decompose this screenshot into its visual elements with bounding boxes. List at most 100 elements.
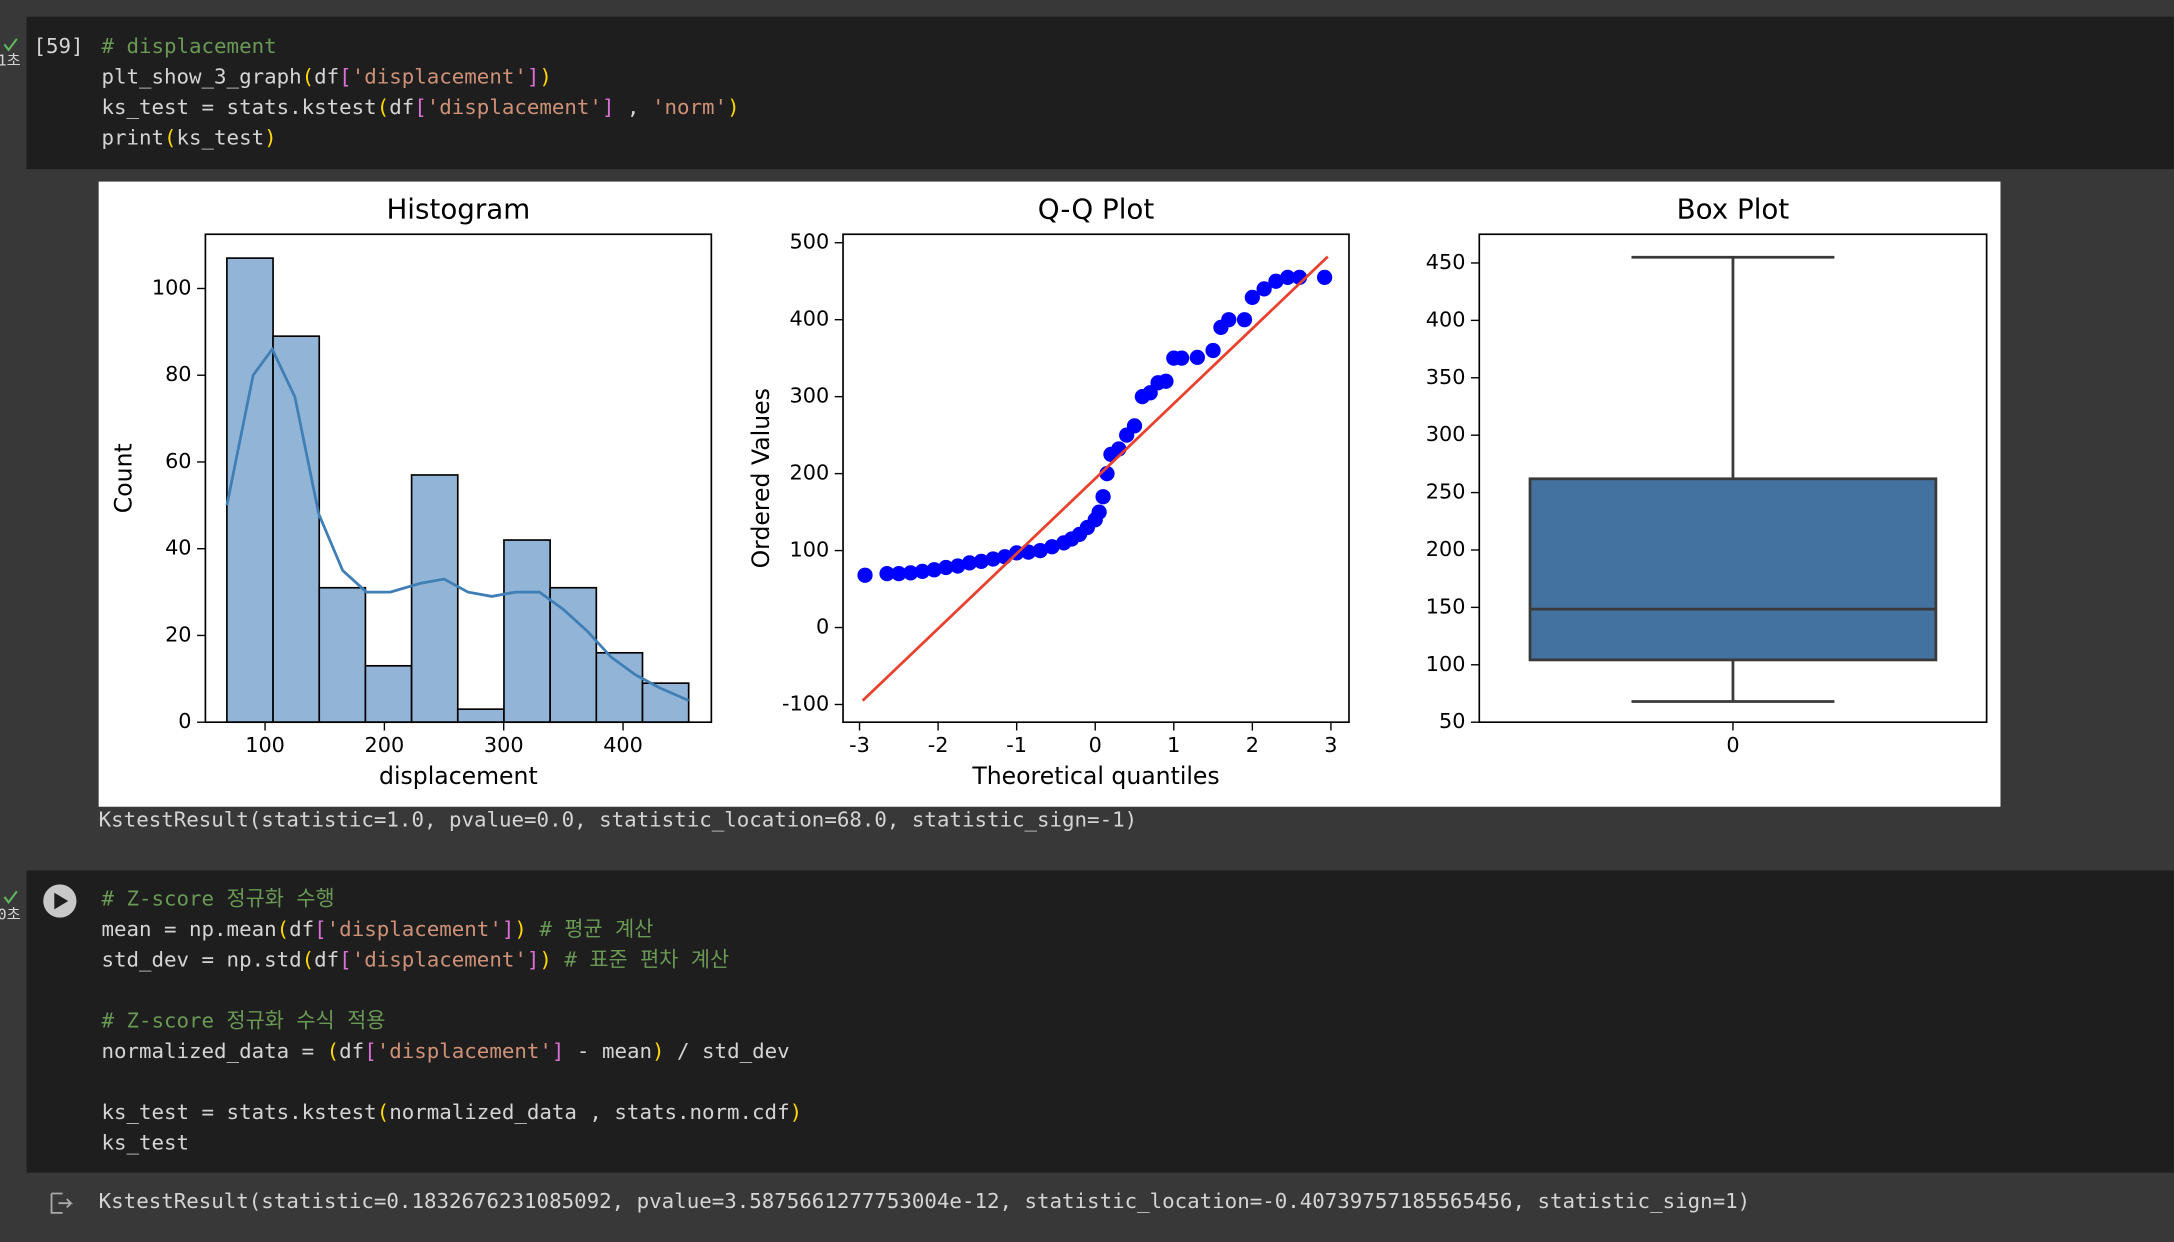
point bbox=[1189, 349, 1205, 366]
code-line: std_dev = np.std(df['displacement']) # 표… bbox=[101, 948, 729, 972]
point bbox=[891, 566, 907, 582]
point bbox=[1020, 544, 1037, 560]
bar bbox=[549, 586, 598, 724]
x-axis-label: displacement bbox=[379, 762, 538, 790]
x-tick-label: 1 bbox=[1167, 733, 1180, 757]
point bbox=[1256, 281, 1272, 297]
y-tick-label: 400 bbox=[1426, 307, 1466, 331]
x-tick-label: 100 bbox=[245, 733, 285, 757]
y-tick-label: 0 bbox=[178, 709, 191, 733]
y-tick-label: 100 bbox=[1426, 652, 1466, 676]
chart-title: Box Plot bbox=[1677, 193, 1790, 226]
y-tick-label: 20 bbox=[165, 622, 191, 646]
point bbox=[1280, 269, 1296, 285]
output-text: KstestResult(statistic=1.0, pvalue=0.0, … bbox=[99, 808, 1137, 832]
code-line: ks_test = stats.kstest(df['displacement'… bbox=[101, 95, 739, 119]
code-line: plt_show_3_graph(df['displacement']) bbox=[101, 65, 551, 89]
code-line: # Z-score 정규화 수식 적용 bbox=[101, 1009, 385, 1033]
y-tick-label: 80 bbox=[165, 362, 191, 386]
point bbox=[1032, 542, 1048, 559]
point bbox=[1044, 539, 1060, 555]
fit-line bbox=[861, 255, 1329, 702]
code-line: print(ks_test) bbox=[101, 126, 276, 150]
code-line: ks_test = stats.kstest(normalized_data ,… bbox=[101, 1100, 802, 1124]
y-axis-label: Count bbox=[110, 443, 138, 513]
bar bbox=[226, 257, 274, 724]
y-tick-label: 60 bbox=[165, 449, 191, 473]
bar bbox=[503, 539, 551, 724]
y-tick-label: 0 bbox=[816, 615, 829, 639]
point bbox=[985, 551, 1001, 567]
x-tick-label: 2 bbox=[1246, 733, 1259, 757]
x-tick-label: 0 bbox=[1089, 733, 1102, 757]
x-axis-label: Theoretical quantiles bbox=[971, 762, 1219, 790]
x-tick-label: 400 bbox=[603, 733, 643, 757]
point bbox=[914, 563, 931, 579]
point bbox=[1244, 289, 1260, 305]
x-tick-label: -1 bbox=[1006, 733, 1027, 757]
x-tick-label: -2 bbox=[928, 733, 949, 757]
bar bbox=[410, 474, 459, 724]
output-icon bbox=[50, 1192, 74, 1214]
point bbox=[973, 553, 989, 569]
point bbox=[857, 567, 873, 583]
exec-time: 1초 bbox=[0, 51, 21, 69]
point bbox=[1268, 273, 1284, 289]
code-cell bbox=[26, 16, 2174, 170]
point bbox=[926, 562, 942, 578]
run-icon bbox=[54, 892, 69, 910]
axes-frame bbox=[204, 233, 713, 724]
y-tick-label: 250 bbox=[1426, 480, 1466, 504]
check-icon bbox=[3, 890, 18, 905]
box bbox=[1528, 477, 1938, 662]
y-tick-label: 100 bbox=[790, 538, 830, 562]
kde-line bbox=[225, 346, 690, 702]
x-tick-label: 200 bbox=[365, 733, 405, 757]
point bbox=[1317, 269, 1333, 285]
bar bbox=[272, 335, 321, 724]
y-tick-label: 100 bbox=[152, 275, 192, 299]
y-tick-label: 300 bbox=[790, 384, 830, 408]
code-line: # Z-score 정규화 수행 bbox=[101, 887, 334, 911]
y-tick-label: 450 bbox=[1426, 250, 1466, 274]
bar bbox=[364, 664, 413, 724]
x-tick-label: 3 bbox=[1324, 733, 1337, 757]
code-line: # displacement bbox=[101, 34, 276, 58]
point bbox=[961, 555, 978, 571]
axes-frame bbox=[842, 233, 1350, 724]
chart-title: Histogram bbox=[386, 193, 530, 226]
y-tick-label: 350 bbox=[1426, 365, 1466, 389]
y-tick-label: 200 bbox=[790, 461, 830, 485]
point bbox=[1126, 418, 1143, 434]
y-tick-label: 300 bbox=[1426, 422, 1466, 446]
point bbox=[902, 565, 919, 581]
point bbox=[1158, 373, 1174, 389]
y-tick-label: 200 bbox=[1426, 537, 1466, 561]
check-icon bbox=[3, 38, 18, 52]
point bbox=[1205, 342, 1221, 359]
x-tick-label: 300 bbox=[484, 733, 524, 757]
code-line: mean = np.mean(df['displacement']) # 평균 … bbox=[101, 917, 653, 941]
y-tick-label: 400 bbox=[790, 307, 830, 331]
y-tick-label: -100 bbox=[782, 691, 829, 715]
code-cell bbox=[26, 870, 2174, 1173]
output-text: KstestResult(statistic=0.183267623108509… bbox=[99, 1189, 1751, 1213]
point bbox=[1174, 350, 1190, 366]
x-tick-label: 0 bbox=[1726, 733, 1739, 757]
bar bbox=[456, 708, 505, 724]
code-line: normalized_data = (df['displacement'] - … bbox=[101, 1039, 789, 1063]
point bbox=[950, 558, 966, 574]
x-tick-label: -3 bbox=[849, 733, 870, 757]
exec-count: [59] bbox=[34, 34, 84, 58]
y-tick-label: 40 bbox=[165, 536, 191, 560]
point bbox=[1095, 489, 1111, 505]
point bbox=[1236, 312, 1253, 328]
y-tick-label: 50 bbox=[1439, 709, 1465, 733]
y-tick-label: 500 bbox=[790, 230, 830, 254]
point bbox=[938, 559, 954, 576]
axes-frame bbox=[1478, 233, 1988, 724]
y-axis-label: Ordered Values bbox=[747, 388, 775, 568]
point bbox=[1221, 312, 1237, 328]
code-line: ks_test bbox=[101, 1131, 189, 1155]
